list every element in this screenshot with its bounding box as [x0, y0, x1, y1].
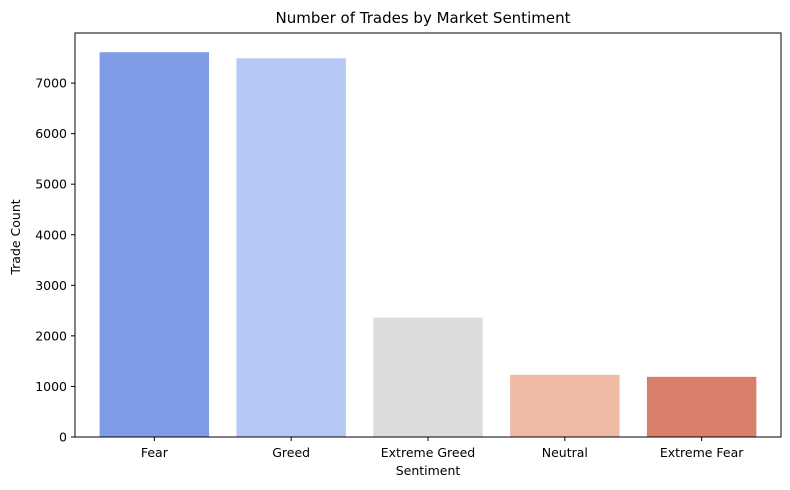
- y-axis-label: Trade Count: [8, 199, 23, 275]
- x-tick-label: Extreme Fear: [660, 445, 744, 460]
- bar-fear: [99, 52, 210, 438]
- x-axis-ticks: Fear Greed Extreme Greed Neutral Extreme Fea…: [141, 437, 744, 460]
- bar-greed: [236, 58, 346, 437]
- x-tick-label: Fear: [141, 445, 169, 460]
- y-tick-label: 1000: [35, 379, 67, 394]
- y-tick-label: 3000: [35, 278, 67, 293]
- x-tick-label: Extreme Greed: [381, 445, 475, 460]
- x-tick-label: Greed: [272, 445, 310, 460]
- y-tick-label: 7000: [35, 76, 67, 91]
- y-axis-ticks: 0 1000 2000 3000 4000 5000 6000 7000: [35, 76, 75, 445]
- y-tick-label: 6000: [35, 126, 67, 141]
- bar-neutral: [510, 374, 620, 437]
- chart-title: Number of Trades by Market Sentiment: [276, 9, 571, 27]
- bar-extreme-fear: [646, 376, 757, 437]
- bar-extreme-greed: [373, 317, 483, 437]
- x-axis-label: Sentiment: [396, 463, 461, 478]
- y-tick-label: 5000: [35, 177, 67, 192]
- y-tick-label: 0: [59, 430, 67, 445]
- bars-layer: [99, 52, 757, 438]
- x-tick-label: Neutral: [542, 445, 588, 460]
- y-tick-label: 4000: [35, 227, 67, 242]
- y-tick-label: 2000: [35, 328, 67, 343]
- plot-area-frame: [74, 32, 782, 438]
